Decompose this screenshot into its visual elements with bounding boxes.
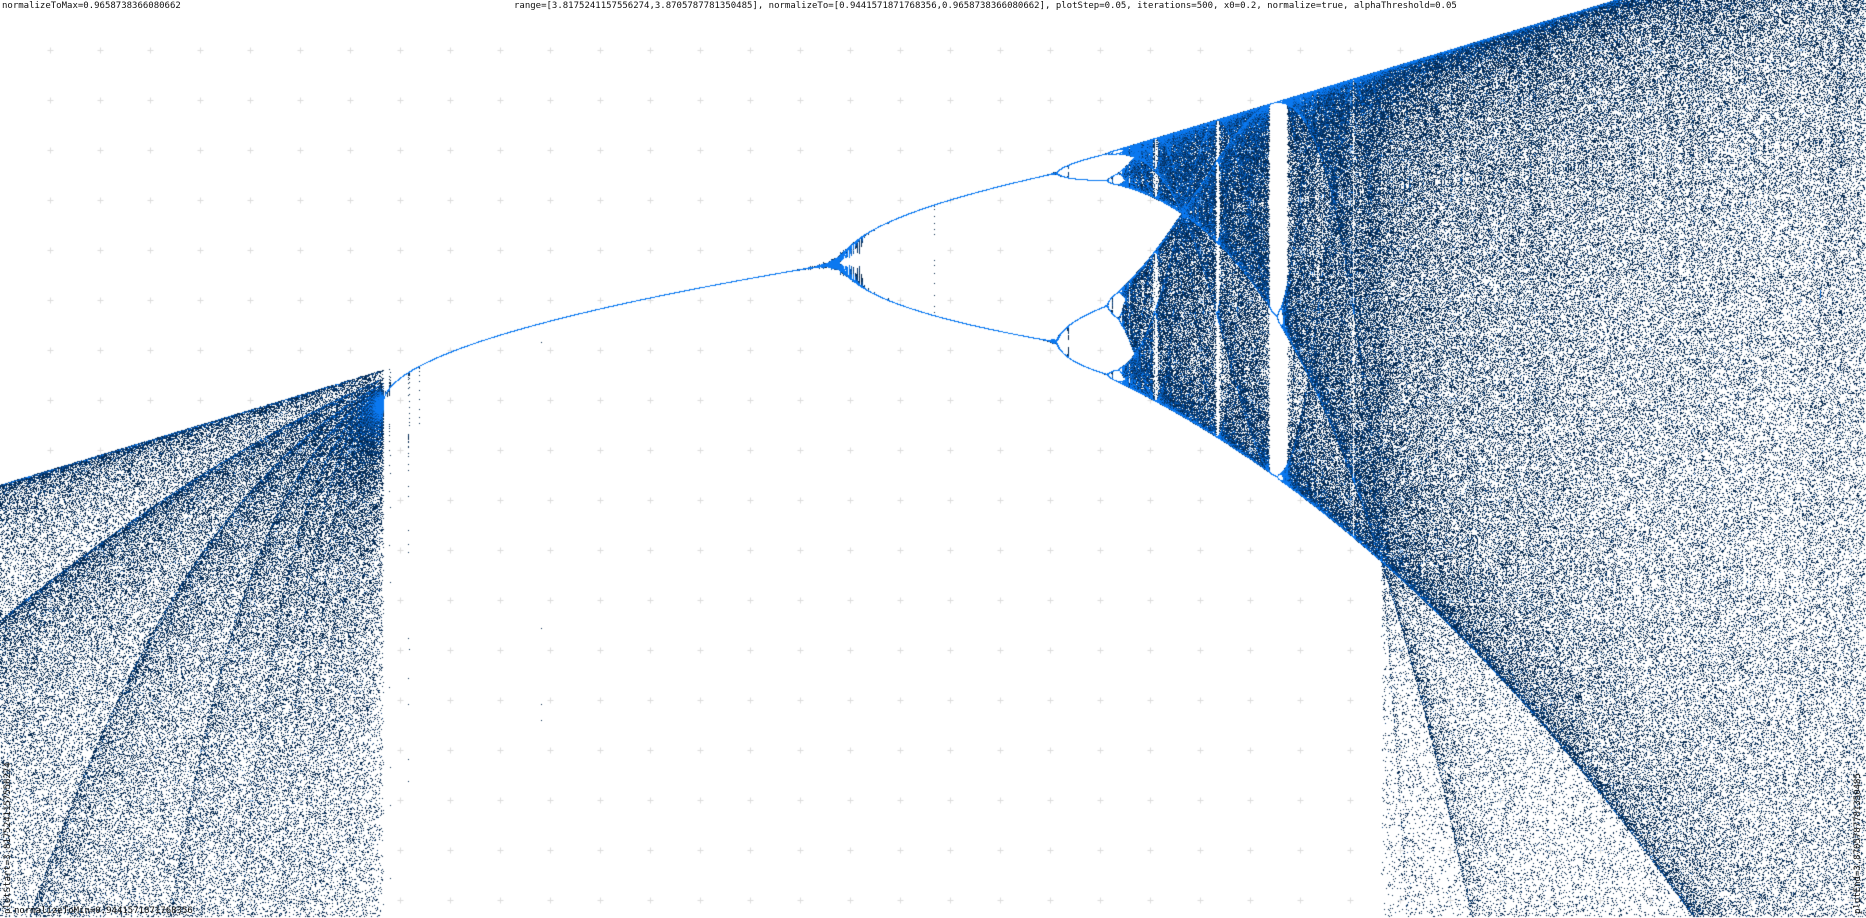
plot-start-label: plotStart=3.8175241157556274 (3, 762, 13, 914)
plot-end-label: plotEnd=3.8705787781350485 (1853, 773, 1863, 914)
normalize-to-max-label: normalizeToMax=0.9658738366080662 (2, 1, 181, 11)
parameters-label: range=[3.8175241157556274,3.870578778135… (514, 1, 1457, 11)
normalize-to-min-label: normalizeToMin=0.9441571871768356 (14, 906, 193, 916)
